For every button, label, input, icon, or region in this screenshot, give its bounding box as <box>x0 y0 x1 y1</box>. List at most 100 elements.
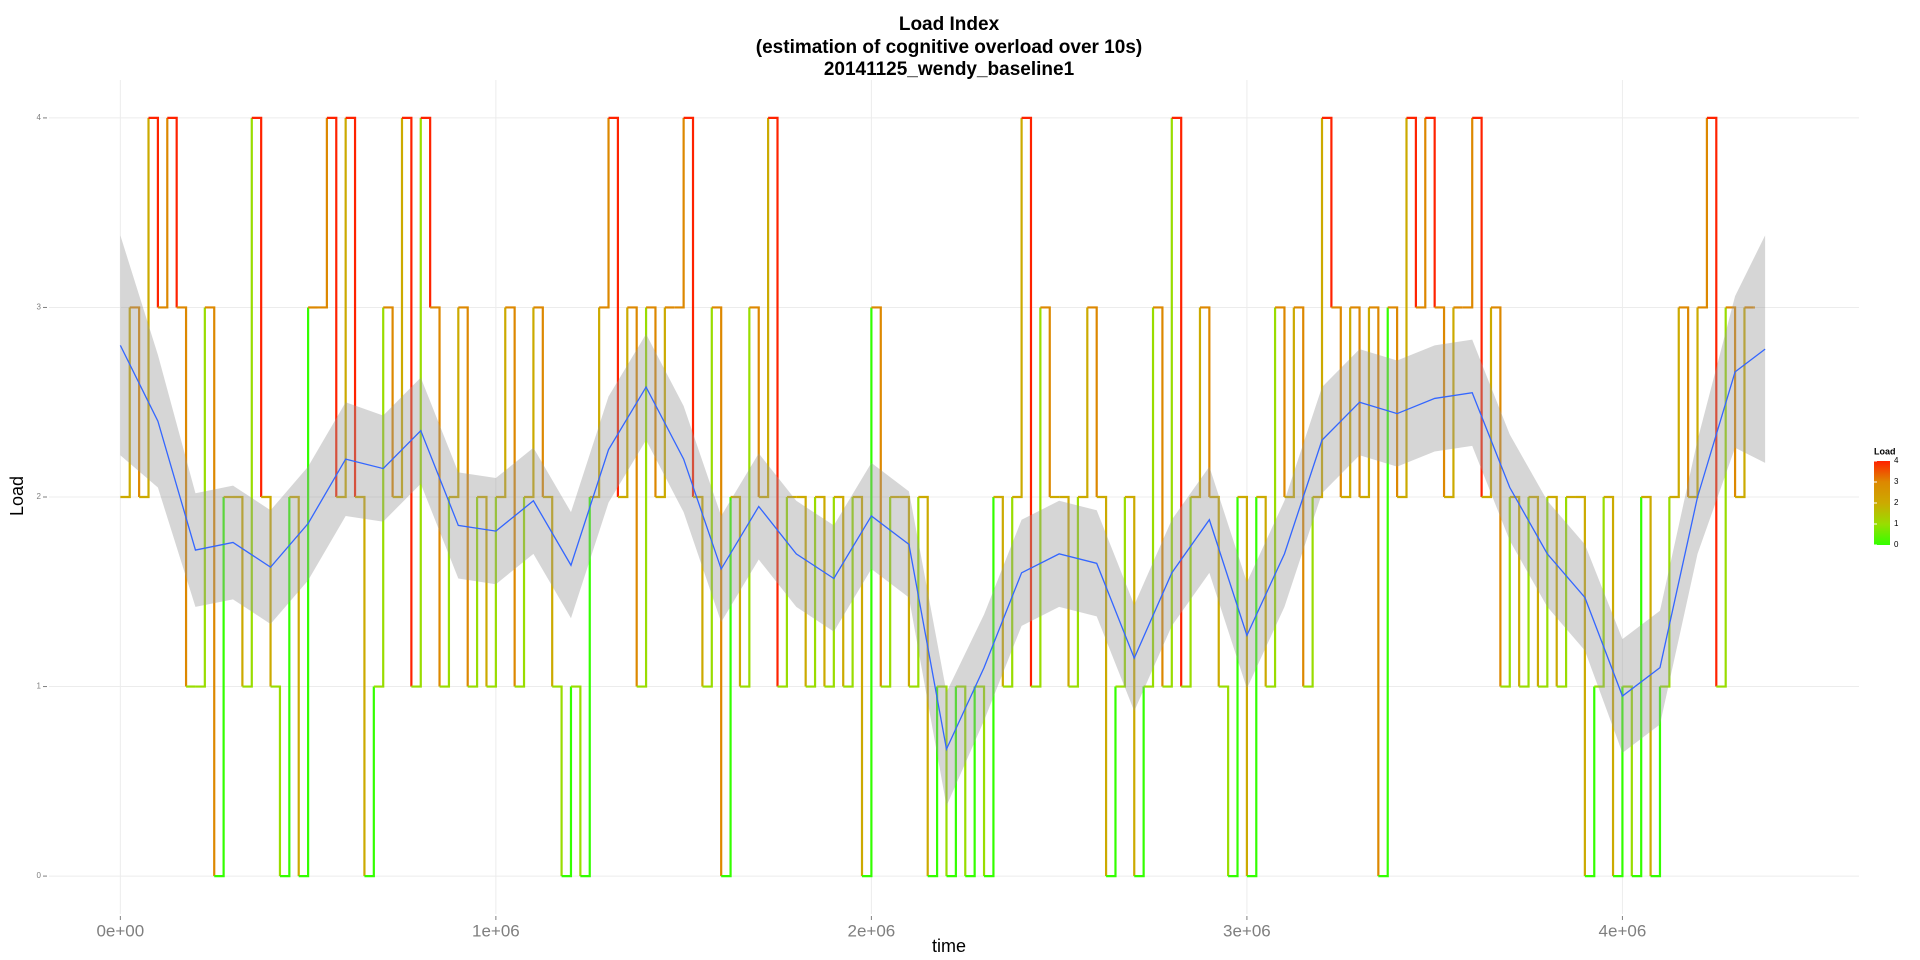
step-segment <box>1462 117 1474 309</box>
legend-label: 2 <box>1894 498 1899 507</box>
step-segment <box>355 495 366 877</box>
step-segment <box>824 497 835 688</box>
legend-label: 0 <box>1894 540 1899 549</box>
step-segment <box>1584 686 1596 878</box>
step-segment <box>524 307 535 499</box>
step-segment <box>458 306 469 687</box>
y-tick-label: 3 <box>37 303 42 312</box>
step-segment <box>1162 117 1173 688</box>
step-segment <box>129 306 141 497</box>
legend-label: 1 <box>1894 519 1899 528</box>
step-segment <box>270 685 282 877</box>
step-segment <box>204 306 216 877</box>
step-segment <box>345 116 357 497</box>
step-segment <box>542 495 554 687</box>
step-segment <box>1143 307 1155 688</box>
step-segment <box>768 116 779 687</box>
step-segment <box>1293 306 1305 687</box>
step-segment <box>1256 495 1267 687</box>
step-segment <box>965 686 976 878</box>
chart-subtitle: (estimation of cognitive overload over 1… <box>756 37 1142 58</box>
x-tick-label: 4e+06 <box>1599 921 1647 940</box>
step-segment <box>1434 306 1446 497</box>
step-segment <box>993 495 1004 687</box>
step-segment <box>552 685 563 877</box>
step-segment <box>721 497 732 878</box>
step-segment <box>674 117 685 309</box>
chart-subtitle: 20141125_wendy_baseline1 <box>824 59 1075 80</box>
step-segment <box>1725 306 1737 497</box>
step-segment <box>1481 307 1493 499</box>
step-segment <box>1030 307 1042 688</box>
step-segment <box>1322 116 1333 308</box>
step-segment <box>918 495 929 877</box>
step-segment <box>467 497 479 688</box>
step-segment <box>796 495 807 687</box>
step-segment <box>1735 307 1746 499</box>
step-segment <box>570 685 582 877</box>
step-segment <box>289 495 300 877</box>
step-segment <box>1415 117 1427 309</box>
step-segment <box>1275 306 1286 497</box>
step-segment <box>1622 685 1633 877</box>
step-segment <box>1528 495 1540 687</box>
step-segment <box>1124 495 1136 877</box>
step-segment <box>599 117 610 309</box>
step-segment <box>139 117 150 499</box>
y-tick-label: 0 <box>37 871 42 880</box>
step-segment <box>317 117 328 309</box>
step-segment <box>815 495 826 687</box>
step-segment <box>899 495 911 687</box>
x-tick-label: 3e+06 <box>1223 921 1271 940</box>
step-segment <box>617 307 629 499</box>
step-segment <box>1040 306 1051 497</box>
step-segment <box>176 306 188 687</box>
step-segment <box>608 116 620 497</box>
step-segment <box>702 307 713 688</box>
step-segment <box>1218 685 1230 877</box>
step-segment <box>157 117 169 309</box>
legend-title: Load <box>1874 446 1896 456</box>
step-segment <box>326 116 338 497</box>
step-segment <box>1697 117 1709 309</box>
step-segment <box>1209 495 1220 687</box>
x-tick-label: 1e+06 <box>472 921 520 940</box>
step-segment <box>1575 495 1586 877</box>
step-segment <box>1537 497 1549 688</box>
step-segment <box>1012 117 1023 499</box>
step-segment <box>1087 306 1098 497</box>
legend-label: 3 <box>1894 477 1899 486</box>
step-segment <box>383 306 394 497</box>
step-segment <box>843 497 854 688</box>
step-segment <box>1387 306 1399 497</box>
step-segment <box>1603 495 1615 877</box>
step-segment <box>1678 306 1690 497</box>
step-segment <box>120 307 131 499</box>
step-segment <box>580 497 591 878</box>
step-segment <box>1190 307 1202 499</box>
step-segment <box>880 497 892 688</box>
step-segment <box>683 116 695 497</box>
step-segment <box>908 497 920 688</box>
step-line <box>120 116 1755 878</box>
y-tick-label: 4 <box>37 113 42 122</box>
chart-title: Load Index <box>899 14 1000 35</box>
step-segment <box>448 307 460 499</box>
step-segment <box>777 497 788 688</box>
step-segment <box>336 117 347 499</box>
step-segment <box>1002 497 1014 688</box>
step-segment <box>711 306 723 877</box>
step-segment <box>1115 497 1126 688</box>
step-segment <box>373 307 385 688</box>
step-segment <box>646 306 657 497</box>
step-segment <box>195 307 206 688</box>
step-segment <box>1331 306 1342 497</box>
step-segment <box>739 307 751 688</box>
step-segment <box>533 306 544 497</box>
step-segment <box>1303 497 1314 688</box>
y-axis-title: Load <box>7 476 27 516</box>
step-segment <box>1228 497 1239 878</box>
step-segment <box>411 117 422 688</box>
step-segment <box>364 686 375 878</box>
x-tick-label: 0e+00 <box>96 921 144 940</box>
